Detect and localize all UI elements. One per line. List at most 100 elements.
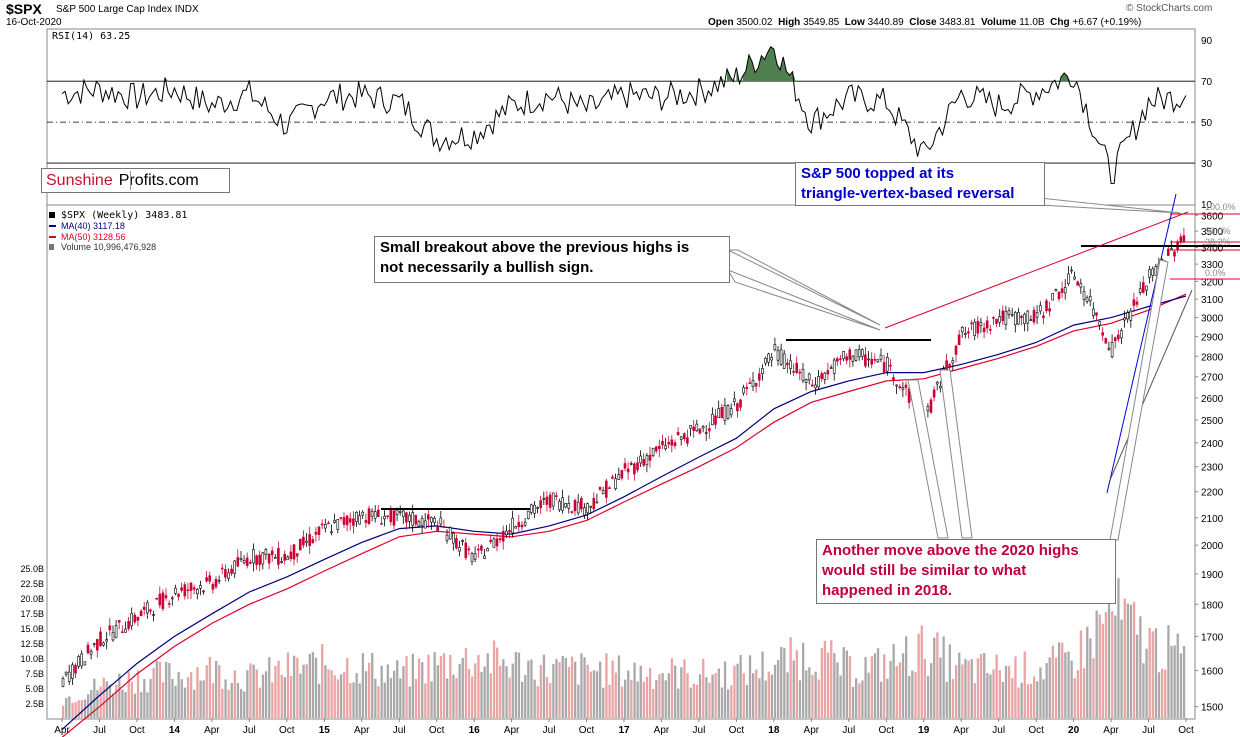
candle-body bbox=[289, 551, 293, 559]
volume-bar bbox=[380, 665, 383, 718]
candle-body bbox=[476, 548, 480, 551]
candle-body bbox=[667, 442, 671, 445]
volume-bar bbox=[112, 693, 115, 718]
candle-body bbox=[174, 587, 177, 594]
candle-body bbox=[889, 364, 892, 367]
volume-bar bbox=[767, 671, 770, 718]
candle-body bbox=[230, 568, 233, 574]
candle-body bbox=[717, 408, 721, 418]
volume-bar bbox=[1058, 642, 1061, 718]
candle-body bbox=[633, 463, 636, 475]
candle-body bbox=[1173, 251, 1176, 257]
candle-body bbox=[517, 521, 521, 528]
candle-body bbox=[929, 399, 933, 413]
volume-bar bbox=[218, 665, 221, 718]
candle-body bbox=[898, 386, 902, 389]
triangle-trendline-blue bbox=[1106, 193, 1177, 494]
candle-body bbox=[864, 354, 867, 367]
volume-bar bbox=[758, 678, 761, 718]
candle-body bbox=[823, 372, 827, 380]
volume-bar bbox=[71, 702, 74, 718]
candle-body bbox=[376, 509, 380, 517]
candle-body bbox=[420, 518, 424, 526]
volume-bar bbox=[274, 665, 277, 718]
volume-bar bbox=[889, 661, 892, 718]
logo-divider bbox=[130, 171, 131, 190]
candle-body bbox=[967, 331, 970, 334]
ohlc-value: 3440.89 bbox=[867, 17, 904, 28]
rising-trendline-red bbox=[884, 211, 1189, 329]
volume-bar bbox=[798, 680, 802, 718]
candle-body bbox=[529, 504, 533, 513]
candle-body bbox=[973, 321, 977, 336]
volume-bar bbox=[1098, 614, 1101, 718]
candle-body bbox=[383, 515, 386, 520]
logo-part2: Profits.com bbox=[118, 172, 199, 189]
volume-bar bbox=[574, 661, 577, 718]
candle-body bbox=[102, 642, 105, 646]
candle-body bbox=[455, 538, 458, 549]
volume-bar bbox=[727, 689, 730, 718]
volume-bar bbox=[908, 675, 911, 718]
price-tick-label: 1900 bbox=[1201, 570, 1224, 581]
candle-body bbox=[676, 431, 680, 436]
volume-bar bbox=[689, 687, 692, 718]
candle-body bbox=[333, 519, 336, 523]
volume-bar bbox=[830, 640, 833, 718]
price-axis: 3600 3500 3400 3300 3200 3100 3000 2900 2800 2700… bbox=[1195, 211, 1224, 714]
candle-body bbox=[1145, 285, 1148, 291]
candle-body bbox=[408, 514, 411, 522]
candle-body bbox=[136, 616, 140, 621]
volume-bar bbox=[752, 673, 755, 718]
volume-bar bbox=[321, 644, 324, 718]
volume-bar bbox=[639, 665, 642, 718]
volume-bar bbox=[1039, 667, 1042, 718]
volume-bar bbox=[421, 662, 424, 718]
volume-bar bbox=[998, 670, 1001, 718]
volume-bar bbox=[773, 664, 777, 718]
candle-body bbox=[664, 445, 667, 450]
volume-bar bbox=[627, 670, 630, 718]
stockcharts-credit[interactable]: © StockCharts.com bbox=[1126, 3, 1213, 14]
volume-bar bbox=[1089, 638, 1092, 718]
volume-bar bbox=[1086, 626, 1089, 718]
candle-body bbox=[467, 548, 471, 551]
volume-bars bbox=[62, 578, 1186, 718]
volume-bar bbox=[842, 647, 845, 718]
volume-bar bbox=[920, 625, 923, 718]
candle-body bbox=[901, 387, 905, 390]
volume-bar bbox=[289, 676, 293, 718]
date-tick-label: Jul bbox=[393, 725, 406, 736]
volume-bar bbox=[1170, 645, 1173, 718]
breakout-line1: Small breakout above the previous highs … bbox=[380, 239, 690, 256]
candle-body bbox=[436, 525, 440, 531]
volume-bar bbox=[898, 662, 902, 718]
volume-bar bbox=[1126, 603, 1129, 718]
volume-bar bbox=[371, 653, 374, 718]
candle-body bbox=[220, 567, 224, 570]
candle-body bbox=[926, 406, 930, 412]
candle-body bbox=[492, 538, 496, 548]
candle-body bbox=[196, 588, 199, 594]
candle-body bbox=[152, 614, 155, 616]
candle-body bbox=[614, 478, 617, 490]
candle-body bbox=[1154, 266, 1158, 276]
volume-bar bbox=[1048, 657, 1051, 718]
volume-tick-label: 7.5B bbox=[25, 669, 44, 679]
volume-bar bbox=[1083, 668, 1086, 718]
candle-body bbox=[782, 353, 786, 369]
candle-body bbox=[960, 326, 964, 333]
volume-bar bbox=[730, 685, 733, 718]
candle-body bbox=[336, 518, 340, 530]
candle-body bbox=[439, 517, 443, 525]
candle-body bbox=[514, 526, 518, 529]
volume-bar bbox=[764, 680, 767, 718]
candle-body bbox=[570, 511, 574, 513]
candle-body bbox=[957, 334, 961, 345]
candle-body bbox=[158, 593, 162, 606]
candle-body bbox=[817, 375, 820, 388]
ohlc-label: Open bbox=[708, 17, 734, 28]
volume-bar bbox=[424, 683, 427, 718]
price-tick-label: 2000 bbox=[1201, 541, 1224, 552]
volume-bar bbox=[739, 655, 742, 718]
